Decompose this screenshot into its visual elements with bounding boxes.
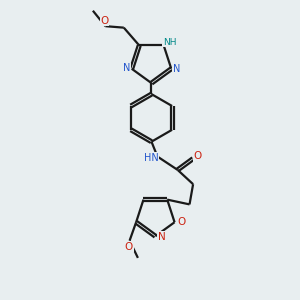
Text: O: O: [125, 242, 133, 252]
Text: O: O: [193, 151, 201, 161]
Text: NH: NH: [163, 38, 176, 47]
Text: O: O: [100, 16, 109, 26]
Text: N: N: [173, 64, 180, 74]
Text: N: N: [123, 63, 130, 73]
Text: O: O: [177, 217, 185, 226]
Text: HN: HN: [143, 153, 158, 163]
Text: N: N: [158, 232, 166, 242]
